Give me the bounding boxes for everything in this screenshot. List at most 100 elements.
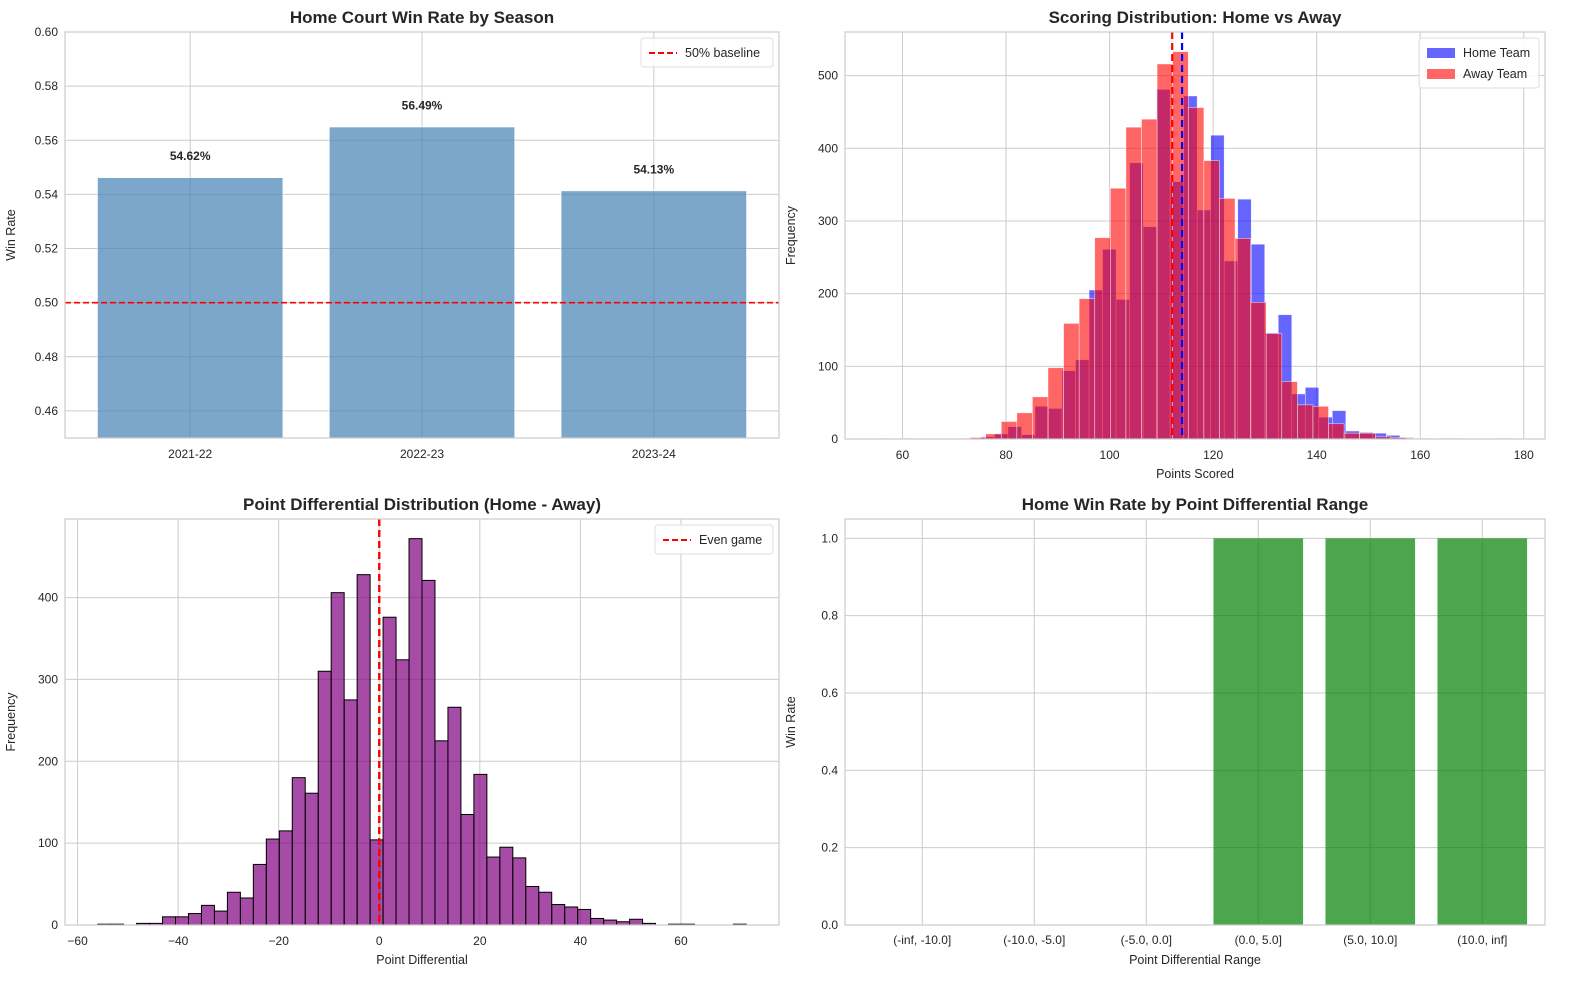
y-tick-label: 300 — [818, 214, 838, 228]
y-tick-label: 0.54 — [35, 187, 59, 201]
y-tick-label: 0.0 — [821, 918, 838, 932]
bin-bar — [226, 891, 241, 926]
x-tick-label: (-inf, -10.0] — [893, 933, 951, 947]
x-tick-label: (0.0, 5.0] — [1235, 933, 1282, 947]
bin-bar — [369, 839, 384, 926]
bin-bar — [252, 863, 267, 926]
away-bin-bar — [1343, 432, 1360, 440]
x-tick-label: (10.0, inf] — [1457, 933, 1507, 947]
x-tick-label: 140 — [1307, 448, 1327, 462]
chart-title: Point Differential Distribution (Home - … — [243, 495, 601, 514]
bin-bar — [187, 913, 202, 926]
x-tick-label: 2022-23 — [400, 447, 444, 461]
x-tick-label: −60 — [67, 934, 88, 948]
legend-swatch — [1427, 69, 1455, 79]
bin-bar — [304, 792, 319, 926]
away-bin-bar — [1234, 238, 1251, 440]
bin-bar — [473, 773, 488, 926]
away-bin-bar — [1172, 51, 1189, 440]
bin-bar — [213, 910, 228, 926]
away-bin-bar — [1312, 405, 1329, 440]
away-bin-bar — [1265, 333, 1283, 440]
away-bin-bar — [1187, 107, 1205, 440]
bin-bar — [447, 706, 462, 926]
away-bin-bar — [1359, 432, 1376, 440]
legend-label: Away Team — [1463, 67, 1527, 81]
y-tick-label: 100 — [818, 359, 838, 373]
chart-title: Home Win Rate by Point Differential Rang… — [1022, 495, 1369, 514]
y-tick-label: 0.8 — [821, 609, 838, 623]
x-tick-label: 60 — [896, 448, 910, 462]
legend: 50% baseline — [640, 37, 774, 68]
bar — [97, 177, 284, 439]
y-tick-label: 200 — [818, 287, 838, 301]
y-tick-label: 0.48 — [35, 350, 59, 364]
x-axis-label: Point Differential — [376, 953, 468, 967]
legend-box — [640, 37, 774, 68]
away-bin-bar — [985, 433, 1002, 440]
x-axis-label: Points Scored — [1156, 467, 1234, 481]
away-bin-bar — [1094, 237, 1111, 440]
away-bin-bar — [1078, 298, 1096, 440]
away-bin-bar — [1297, 404, 1314, 440]
bin-bar — [434, 740, 449, 926]
y-tick-label: 500 — [818, 69, 838, 83]
y-tick-label: 100 — [38, 836, 58, 850]
away-bin-bar — [1000, 421, 1018, 440]
y-tick-label: 0.60 — [35, 25, 59, 39]
x-tick-label: (-10.0, -5.0] — [1003, 933, 1065, 947]
bin-bar — [395, 659, 410, 926]
bar-value-label: 56.49% — [402, 98, 443, 112]
bin-bar — [499, 846, 514, 926]
bar — [1437, 538, 1528, 925]
x-tick-label: −40 — [168, 934, 189, 948]
bin-bar — [239, 897, 254, 926]
x-axis-label: Point Differential Range — [1129, 953, 1261, 967]
away-bin-bar — [1156, 63, 1173, 440]
axes-frame — [64, 31, 780, 439]
x-tick-label: 180 — [1514, 448, 1534, 462]
bin-bar — [421, 579, 436, 926]
away-bin-bar — [1281, 381, 1298, 440]
bin-bar — [629, 918, 644, 926]
x-tick-label: 60 — [674, 934, 688, 948]
bin-bar — [343, 699, 358, 926]
axes-frame — [844, 31, 1546, 440]
chart-scoring-distribution: 0 100 200 300 400 500 60 80 100 120 140 160 180 Scori… — [784, 8, 1546, 481]
x-tick-label: (5.0, 10.0] — [1343, 933, 1397, 947]
y-tick-label: 0.2 — [821, 841, 838, 855]
bin-bar — [486, 856, 501, 926]
bar — [1325, 538, 1416, 925]
y-tick-label: 200 — [38, 754, 58, 768]
chart-win-rate-by-differential-range: 0.0 0.2 0.4 0.6 0.8 1.0 (-inf, -10.0] (-10.0, -… — [784, 495, 1546, 967]
chart-point-differential-distribution: 0 100 200 300 400 −60 −40 −20 0 20 40 60 Point Diffe… — [4, 495, 780, 967]
chart-home-win-rate-by-season: 0.46 0.48 0.50 0.52 0.54 0.56 0.58 0.60 54.62% 20… — [4, 8, 780, 461]
y-tick-label: 400 — [818, 141, 838, 155]
bar — [560, 190, 747, 439]
away-bin-bar — [1032, 396, 1049, 440]
away-bin-bar — [1250, 302, 1267, 440]
bin-bar — [330, 592, 345, 926]
y-tick-label: 0 — [51, 918, 58, 932]
y-tick-label: 0.46 — [35, 404, 59, 418]
away-bin-bar — [1219, 198, 1236, 440]
away-bin-bar — [1047, 367, 1064, 440]
x-tick-label: 2023-24 — [632, 447, 676, 461]
bin-bar — [603, 919, 618, 926]
y-axis-label: Win Rate — [4, 209, 18, 260]
bin-bar — [512, 857, 527, 926]
bin-bar — [538, 891, 553, 926]
bin-bar — [577, 908, 592, 926]
bin-bar — [408, 538, 423, 926]
chart-title: Home Court Win Rate by Season — [290, 8, 554, 27]
y-tick-label: 400 — [38, 591, 58, 605]
x-tick-label: 100 — [1100, 448, 1120, 462]
away-bin-bar — [1141, 118, 1158, 440]
y-tick-label: 0.6 — [821, 686, 838, 700]
away-bin-bar — [1125, 126, 1142, 440]
y-axis-label: Win Rate — [784, 696, 798, 747]
x-tick-label: 160 — [1410, 448, 1430, 462]
away-bin-bar — [1063, 323, 1080, 440]
bin-bar — [278, 830, 293, 926]
